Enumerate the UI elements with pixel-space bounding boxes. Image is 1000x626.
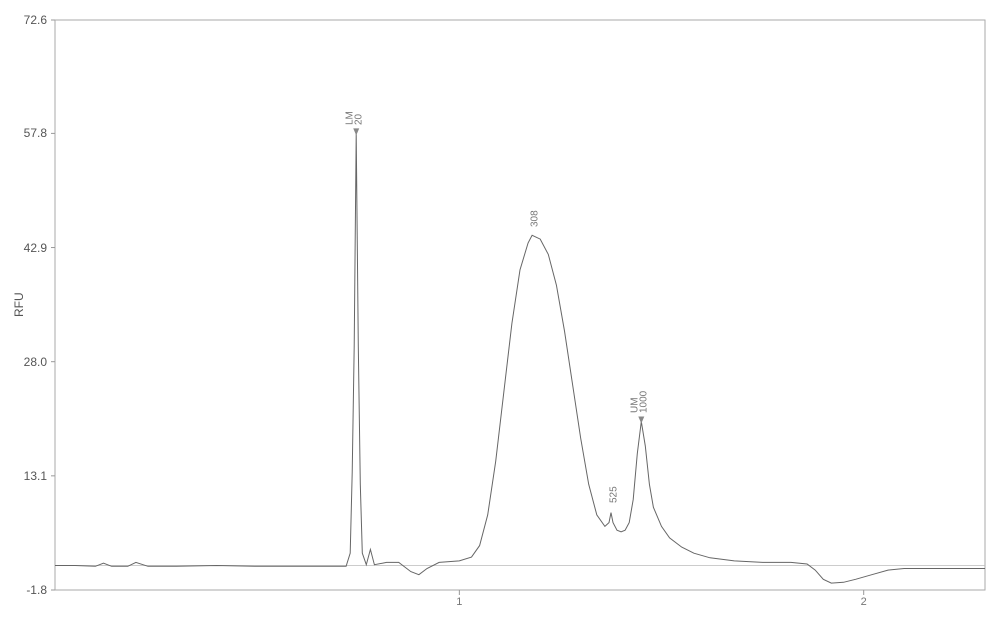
peak-label: 525 bbox=[608, 486, 619, 503]
peak-label: 308 bbox=[530, 211, 541, 228]
y-tick-label: 57.8 bbox=[7, 126, 47, 140]
y-tick-label: -1.8 bbox=[7, 583, 47, 597]
y-tick-label: 42.9 bbox=[7, 241, 47, 255]
y-tick-label: 72.6 bbox=[7, 13, 47, 27]
chart-svg bbox=[0, 0, 1000, 626]
peak-label-sub: LM bbox=[345, 111, 356, 125]
chromatogram-chart: -1.813.128.042.957.872.612RFU20LM3085251… bbox=[0, 0, 1000, 626]
x-tick-label: 1 bbox=[456, 596, 462, 608]
y-tick-label: 13.1 bbox=[7, 469, 47, 483]
peak-label-sub: UM bbox=[630, 398, 641, 414]
y-tick-label: 28.0 bbox=[7, 355, 47, 369]
y-axis-title: RFU bbox=[12, 292, 26, 317]
x-tick-label: 2 bbox=[861, 596, 867, 608]
